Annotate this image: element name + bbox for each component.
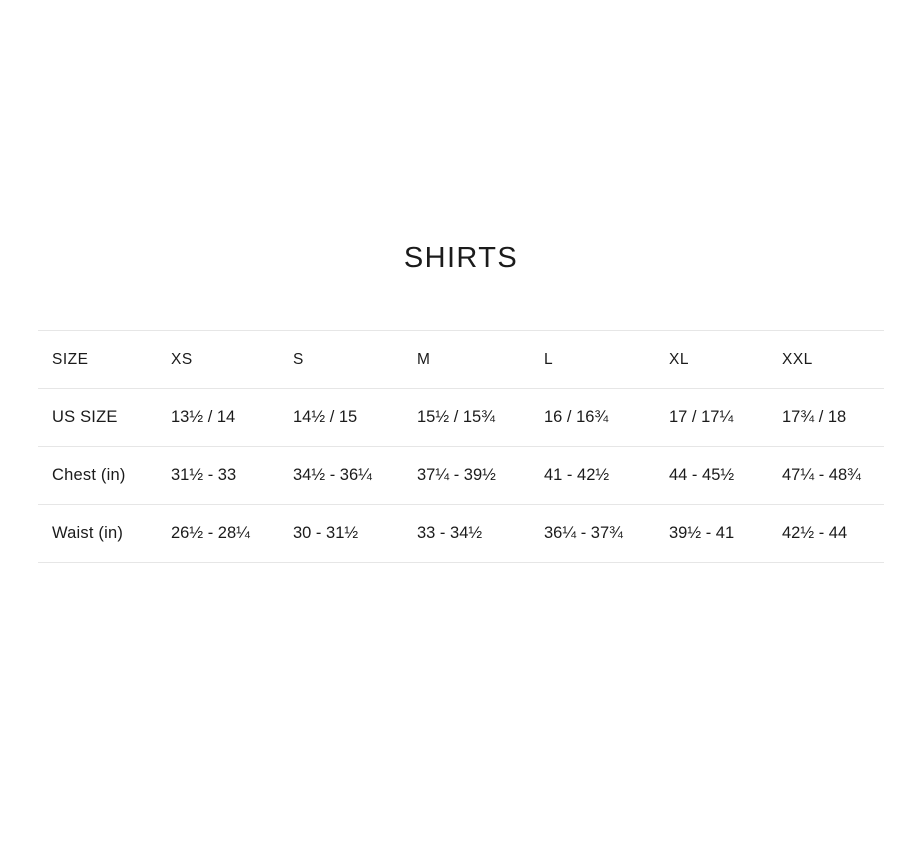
column-header-size-label: SIZE bbox=[52, 350, 89, 368]
table-row: Chest (in) 31½ - 33 34½ - 36¼ 37¼ - 39½ … bbox=[38, 446, 884, 505]
cell-chest-xxl: 47¼ - 48¾ bbox=[768, 447, 884, 505]
cell-waist-xs-text: 26½ - 28¼ bbox=[171, 524, 250, 542]
cell-us-size-l-text: 16 / 16¾ bbox=[544, 408, 609, 426]
cell-waist-m: 33 - 34½ bbox=[403, 505, 530, 563]
column-header-l: L bbox=[530, 331, 655, 389]
column-header-xs: XS bbox=[157, 331, 279, 389]
row-label-chest-text: Chest (in) bbox=[52, 466, 126, 484]
cell-chest-s-text: 34½ - 36¼ bbox=[293, 466, 372, 484]
cell-waist-m-text: 33 - 34½ bbox=[417, 524, 483, 542]
column-header-m-label: M bbox=[417, 350, 431, 368]
cell-us-size-m-text: 15½ / 15¾ bbox=[417, 408, 495, 426]
cell-us-size-xs: 13½ / 14 bbox=[157, 389, 279, 447]
column-header-s-label: S bbox=[293, 350, 304, 368]
size-chart-table: SIZE XS S M L XL XXL US SIZE 13½ / 14 14… bbox=[38, 330, 884, 563]
column-header-xl-label: XL bbox=[669, 350, 689, 368]
row-label-chest: Chest (in) bbox=[38, 447, 157, 505]
column-header-m: M bbox=[403, 331, 530, 389]
cell-chest-m: 37¼ - 39½ bbox=[403, 447, 530, 505]
cell-us-size-xl-text: 17 / 17¼ bbox=[669, 408, 734, 426]
row-label-waist-text: Waist (in) bbox=[52, 524, 124, 542]
cell-chest-m-text: 37¼ - 39½ bbox=[417, 466, 496, 484]
cell-us-size-xs-text: 13½ / 14 bbox=[171, 408, 236, 426]
cell-us-size-s: 14½ / 15 bbox=[279, 389, 403, 447]
row-label-us-size-text: US SIZE bbox=[52, 408, 118, 426]
cell-chest-l-text: 41 - 42½ bbox=[544, 466, 610, 484]
table-row: Waist (in) 26½ - 28¼ 30 - 31½ 33 - 34½ 3… bbox=[38, 504, 884, 563]
column-header-xxl: XXL bbox=[768, 331, 884, 389]
cell-waist-s-text: 30 - 31½ bbox=[293, 524, 359, 542]
cell-waist-xxl: 42½ - 44 bbox=[768, 505, 884, 563]
size-chart-table-container: SIZE XS S M L XL XXL US SIZE 13½ / 14 14… bbox=[38, 330, 884, 563]
cell-waist-xl: 39½ - 41 bbox=[655, 505, 768, 563]
cell-us-size-m: 15½ / 15¾ bbox=[403, 389, 530, 447]
table-row: US SIZE 13½ / 14 14½ / 15 15½ / 15¾ 16 /… bbox=[38, 388, 884, 447]
column-header-s: S bbox=[279, 331, 403, 389]
cell-waist-s: 30 - 31½ bbox=[279, 505, 403, 563]
cell-waist-xs: 26½ - 28¼ bbox=[157, 505, 279, 563]
cell-chest-l: 41 - 42½ bbox=[530, 447, 655, 505]
column-header-xxl-label: XXL bbox=[782, 350, 813, 368]
row-label-waist: Waist (in) bbox=[38, 505, 157, 563]
cell-chest-xxl-text: 47¼ - 48¾ bbox=[782, 466, 861, 484]
cell-us-size-s-text: 14½ / 15 bbox=[293, 408, 358, 426]
column-header-xl: XL bbox=[655, 331, 768, 389]
table-body: US SIZE 13½ / 14 14½ / 15 15½ / 15¾ 16 /… bbox=[38, 388, 884, 563]
cell-chest-xl: 44 - 45½ bbox=[655, 447, 768, 505]
cell-chest-xs-text: 31½ - 33 bbox=[171, 466, 237, 484]
table-header: SIZE XS S M L XL XXL bbox=[38, 330, 884, 389]
cell-chest-xl-text: 44 - 45½ bbox=[669, 466, 735, 484]
cell-waist-xl-text: 39½ - 41 bbox=[669, 524, 735, 542]
cell-waist-xxl-text: 42½ - 44 bbox=[782, 524, 848, 542]
column-header-l-label: L bbox=[544, 350, 554, 368]
cell-chest-s: 34½ - 36¼ bbox=[279, 447, 403, 505]
cell-us-size-xl: 17 / 17¼ bbox=[655, 389, 768, 447]
cell-waist-l-text: 36¼ - 37¾ bbox=[544, 524, 623, 542]
cell-us-size-xxl: 17¾ / 18 bbox=[768, 389, 884, 447]
table-header-row: SIZE XS S M L XL XXL bbox=[38, 330, 884, 389]
cell-us-size-l: 16 / 16¾ bbox=[530, 389, 655, 447]
page-title: SHIRTS bbox=[403, 242, 519, 274]
column-header-xs-label: XS bbox=[171, 350, 193, 368]
cell-chest-xs: 31½ - 33 bbox=[157, 447, 279, 505]
cell-us-size-xxl-text: 17¾ / 18 bbox=[782, 408, 847, 426]
row-label-us-size: US SIZE bbox=[38, 389, 157, 447]
column-header-size: SIZE bbox=[38, 331, 157, 389]
cell-waist-l: 36¼ - 37¾ bbox=[530, 505, 655, 563]
